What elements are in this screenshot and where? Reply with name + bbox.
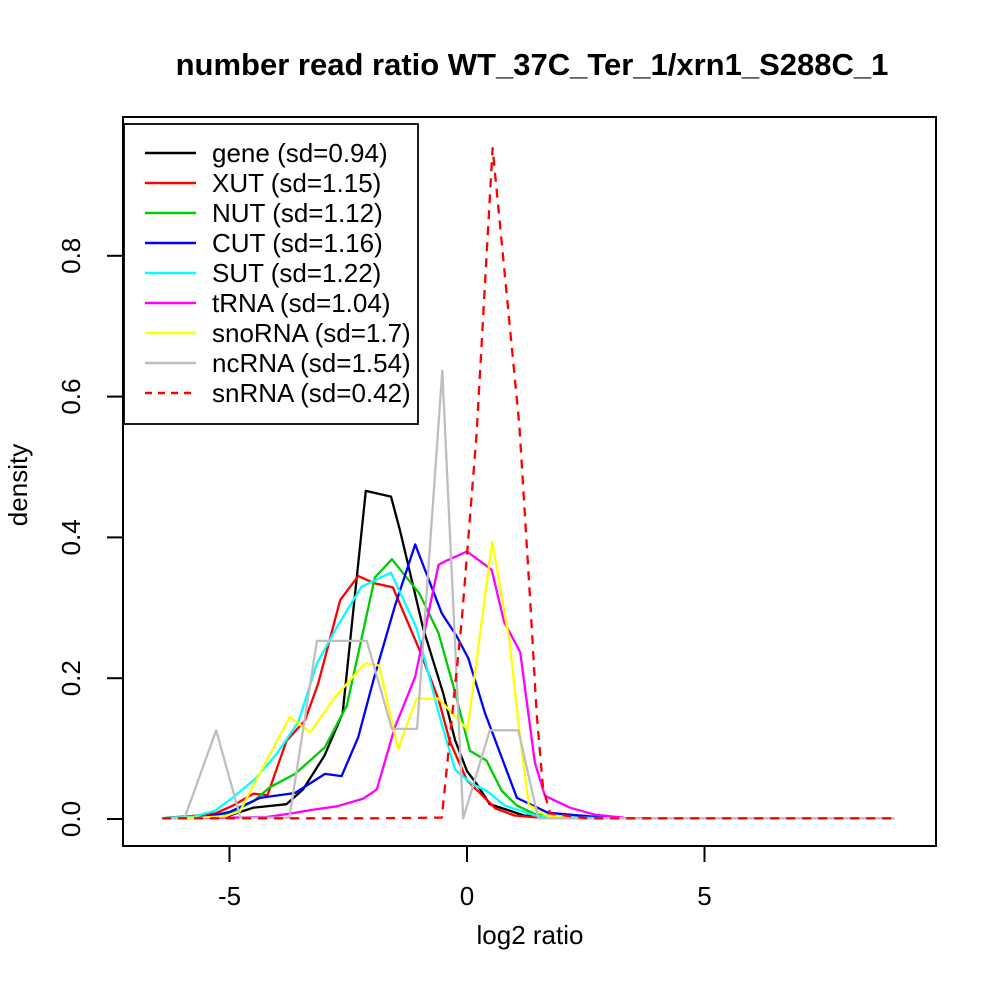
- legend-label-nut: NUT (sd=1.12): [212, 198, 383, 228]
- legend-label-snorna: snoRNA (sd=1.7): [212, 318, 411, 348]
- x-axis-label: log2 ratio: [477, 920, 584, 950]
- legend-row-sut: SUT (sd=1.22): [145, 258, 381, 288]
- y-tick-label-0.8: 0.8: [56, 238, 86, 274]
- curve-XUT: [165, 574, 567, 820]
- x-axis-tick-labels: -5 0 5: [218, 881, 712, 911]
- legend-row-snorna: snoRNA (sd=1.7): [145, 318, 411, 348]
- legend-row-ncrna: ncRNA (sd=1.54): [145, 348, 411, 378]
- legend-label-trna: tRNA (sd=1.04): [212, 288, 390, 318]
- plot-box: [122, 116, 937, 847]
- plot-title: number read ratio WT_37C_Ter_1/xrn1_S288…: [176, 47, 889, 82]
- legend-label-cut: CUT (sd=1.16): [212, 228, 383, 258]
- y-tick-label-0.4: 0.4: [56, 519, 86, 555]
- curve-SUT: [165, 571, 620, 820]
- legend-label-sut: SUT (sd=1.22): [212, 258, 381, 288]
- legend-row-trna: tRNA (sd=1.04): [145, 288, 390, 318]
- y-tick-label-0.2: 0.2: [56, 660, 86, 696]
- x-tick-label-neg5: -5: [218, 881, 241, 911]
- legend-label-gene: gene (sd=0.94): [212, 138, 388, 168]
- legend-label-snrna: snRNA (sd=0.42): [212, 378, 411, 408]
- curve-tRNA: [165, 550, 624, 820]
- legend-label-xut: XUT (sd=1.15): [212, 168, 381, 198]
- legend-label-ncrna: ncRNA (sd=1.54): [212, 348, 411, 378]
- x-axis-ticks: [228, 846, 706, 862]
- x-tick-label-5: 5: [697, 881, 711, 911]
- legend-row-gene: gene (sd=0.94): [145, 138, 388, 168]
- curve-gene: [165, 489, 586, 820]
- legend: gene (sd=0.94) XUT (sd=1.15) NUT (sd=1.1…: [123, 123, 419, 425]
- legend-row-nut: NUT (sd=1.12): [145, 198, 383, 228]
- legend-row-cut: CUT (sd=1.16): [145, 228, 383, 258]
- density-curves: [162, 146, 895, 820]
- curve-NUT: [165, 558, 648, 820]
- y-tick-label-0.6: 0.6: [56, 379, 86, 415]
- legend-row-xut: XUT (sd=1.15): [145, 168, 381, 198]
- y-axis-label: density: [3, 444, 33, 526]
- curve-CUT: [165, 543, 605, 820]
- y-axis-ticks: [107, 254, 123, 820]
- legend-row-snrna: snRNA (sd=0.42): [145, 378, 411, 408]
- y-axis-tick-labels: 0.0 0.2 0.4 0.6 0.8: [56, 238, 86, 837]
- curve-ncRNA: [165, 369, 895, 820]
- x-tick-label-0: 0: [460, 881, 474, 911]
- y-tick-label-0.0: 0.0: [56, 801, 86, 837]
- curve-snoRNA: [165, 540, 572, 820]
